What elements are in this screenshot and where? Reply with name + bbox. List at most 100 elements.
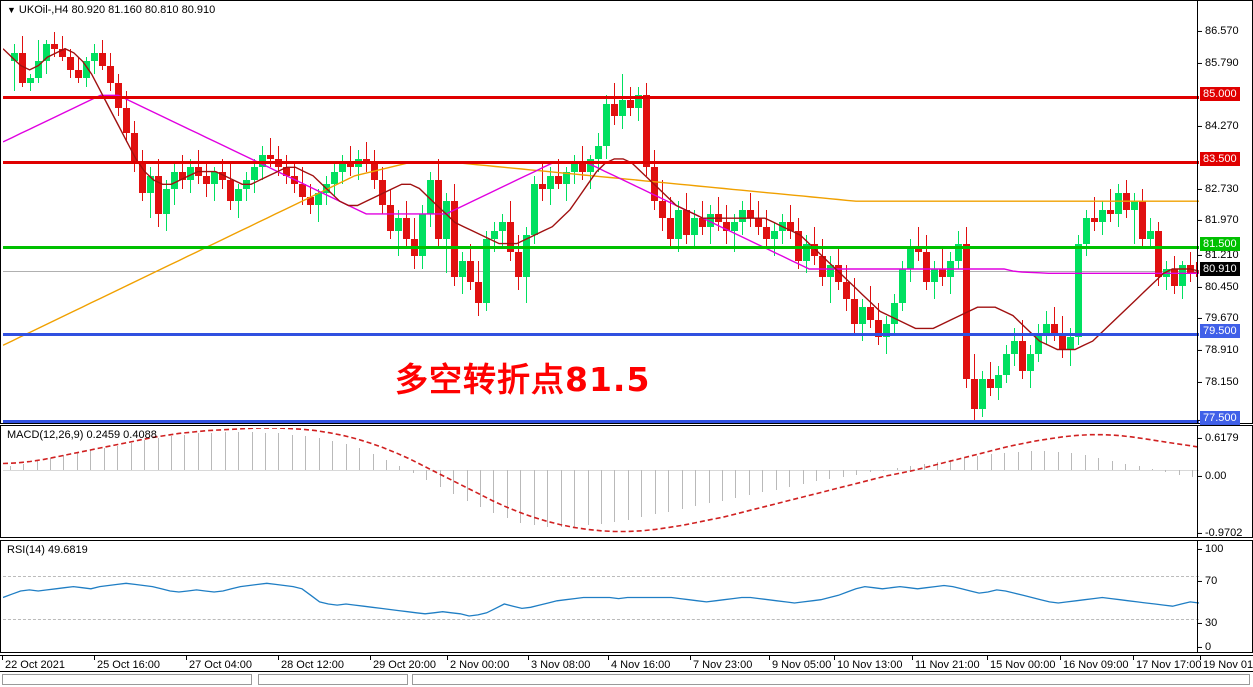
- rsi-indicator-panel[interactable]: 100 70 30 0 RSI(14) 49.6819: [0, 540, 1253, 653]
- macd-tick: 0.00: [1198, 470, 1226, 482]
- candle-body: [459, 260, 466, 278]
- candle-wick: [14, 44, 15, 92]
- candle-wick: [182, 154, 183, 189]
- time-axis[interactable]: 22 Oct 2021 25 Oct 16:00 27 Oct 04:00 28 Oc…: [0, 655, 1253, 673]
- macd-histogram-bar: [681, 470, 683, 509]
- macd-histogram-bar: [453, 470, 455, 494]
- macd-signal-line: [3, 428, 1199, 533]
- price-badge-pivot-81-5[interactable]: 81.500: [1200, 237, 1240, 251]
- price-chart-panel[interactable]: 多空转折点81.5 86.570 85.790 84.270 82.730 81.970…: [0, 0, 1253, 426]
- candle-body: [555, 175, 562, 185]
- macd-histogram-bar: [856, 470, 858, 475]
- candle-body: [19, 52, 26, 83]
- level-line-resistance-85[interactable]: [3, 96, 1199, 99]
- candle-body: [707, 213, 714, 227]
- rsi-tick: 30: [1198, 617, 1217, 629]
- candle-body: [539, 184, 546, 189]
- candle-body: [867, 307, 874, 320]
- candle-wick: [350, 146, 351, 176]
- macd-histogram-bar: [238, 431, 240, 471]
- macd-axis[interactable]: 0.6179 0.00 -0.9702: [1197, 426, 1252, 539]
- time-tick-label: 22 Oct 2021: [5, 659, 65, 671]
- macd-histogram-bar: [144, 440, 146, 471]
- candle-body: [1003, 353, 1010, 375]
- macd-indicator-panel[interactable]: 0.6179 0.00 -0.9702 MACD(12,26,9) 0.2459 0…: [0, 425, 1253, 539]
- macd-histogram-bar: [385, 460, 387, 471]
- price-badge-resistance-83-5[interactable]: 83.500: [1200, 152, 1240, 166]
- macd-histogram-bar: [318, 438, 320, 471]
- toolbar-cell[interactable]: [412, 674, 1250, 685]
- candle-body: [859, 307, 866, 325]
- candle-body: [771, 230, 778, 240]
- macd-histogram-bar: [641, 470, 643, 518]
- candle-body: [843, 281, 850, 299]
- price-tick: 80.450: [1198, 281, 1239, 293]
- candle-wick: [270, 137, 271, 168]
- candle-body: [507, 222, 514, 253]
- bottom-toolbar[interactable]: [0, 671, 1253, 687]
- price-badge-resistance-85[interactable]: 85.000: [1200, 87, 1240, 101]
- level-line-pivot-81-5[interactable]: [3, 246, 1199, 249]
- macd-histogram-bar: [36, 460, 38, 471]
- time-tick-label: 29 Oct 20:00: [373, 659, 436, 671]
- time-tick-mark: [1200, 656, 1201, 660]
- macd-plot-area[interactable]: [3, 428, 1199, 537]
- candle-wick: [1134, 192, 1135, 244]
- macd-histogram-bar: [90, 449, 92, 471]
- level-line-support-77-5[interactable]: [3, 420, 1199, 423]
- price-axis[interactable]: 86.570 85.790 84.270 82.730 81.970 81.210 80.4…: [1197, 1, 1252, 426]
- time-tick-label: 17 Nov 17:00: [1136, 659, 1202, 671]
- time-tick-mark: [94, 656, 95, 660]
- macd-histogram-bar: [211, 432, 213, 471]
- macd-histogram-bar: [1125, 463, 1127, 471]
- price-tick: 84.270: [1198, 120, 1239, 132]
- macd-histogram-bar: [506, 470, 508, 519]
- macd-histogram-bar: [829, 470, 831, 479]
- toolbar-cell[interactable]: [2, 674, 252, 685]
- current-price-badge[interactable]: 80.910: [1200, 262, 1240, 276]
- candle-wick: [366, 141, 367, 172]
- price-plot-area[interactable]: 多空转折点81.5: [3, 3, 1199, 423]
- candle-body: [939, 269, 946, 278]
- candle-body: [1083, 218, 1090, 244]
- macd-histogram-bar: [1138, 466, 1140, 471]
- time-tick-label: 7 Nov 23:00: [693, 659, 753, 671]
- candle-body: [1155, 230, 1162, 278]
- price-badge-support-79-5[interactable]: 79.500: [1200, 324, 1240, 338]
- macd-tick: 0.6179: [1198, 432, 1239, 444]
- time-tick-label: 25 Oct 16:00: [97, 659, 160, 671]
- time-tick-mark: [769, 656, 770, 660]
- macd-header: MACD(12,26,9) 0.2459 0.4088: [7, 429, 157, 441]
- candle-body: [1035, 332, 1042, 354]
- candle-body: [635, 95, 642, 108]
- candle-body: [483, 239, 490, 303]
- candle-body: [1051, 324, 1058, 333]
- candle-body: [331, 171, 338, 185]
- candle-body: [811, 243, 818, 257]
- candle-body: [171, 171, 178, 189]
- symbol-header: ▼ UKOil-,H4 80.920 81.160 80.810 80.910: [7, 4, 215, 16]
- macd-histogram-bar: [1044, 451, 1046, 471]
- macd-histogram-bar: [1057, 451, 1059, 471]
- macd-histogram-bar: [869, 470, 871, 473]
- macd-histogram-bar: [412, 470, 414, 474]
- price-tick: 85.790: [1198, 57, 1239, 69]
- candle-body: [1131, 201, 1138, 210]
- rsi-axis[interactable]: 100 70 30 0: [1197, 541, 1252, 653]
- candle-body: [315, 192, 322, 206]
- rsi-plot-area[interactable]: [3, 543, 1199, 652]
- time-tick-label: 4 Nov 16:00: [611, 659, 671, 671]
- macd-histogram-bar: [23, 463, 25, 471]
- level-line-support-79-5[interactable]: [3, 333, 1199, 336]
- candle-body: [131, 133, 138, 164]
- candle-body: [443, 201, 450, 240]
- price-badge-support-77-5[interactable]: 77.500: [1200, 411, 1240, 425]
- candle-body: [187, 167, 194, 181]
- toolbar-cell[interactable]: [258, 674, 408, 685]
- level-line-resistance-83-5[interactable]: [3, 161, 1199, 164]
- macd-histogram-bar: [883, 470, 885, 472]
- collapse-caret-icon[interactable]: ▼: [7, 5, 16, 15]
- time-tick-mark: [987, 656, 988, 660]
- time-tick-mark: [1133, 656, 1134, 660]
- macd-histogram-bar: [251, 431, 253, 471]
